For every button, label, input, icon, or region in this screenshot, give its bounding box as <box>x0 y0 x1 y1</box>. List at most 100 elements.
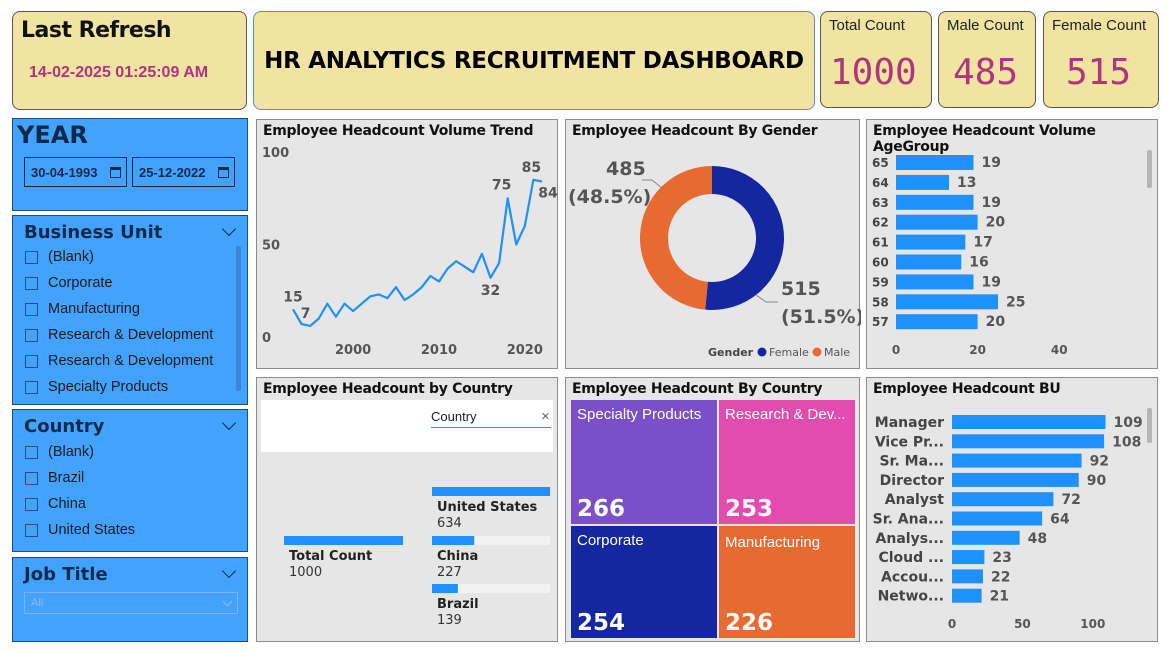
female-value-label: 515 <box>781 278 821 300</box>
category-label: 61 <box>872 236 889 250</box>
category-label: Netwo... <box>878 589 944 605</box>
category-label: Director <box>880 473 944 489</box>
y-tick-label: 100 <box>262 146 289 161</box>
trend-chart-panel: Employee Headcount Volume Trend 100 50 0 20… <box>256 119 558 369</box>
chevron-down-icon[interactable] <box>221 221 237 237</box>
data-label: 19 <box>982 195 1001 211</box>
bar <box>952 530 1020 545</box>
country-slicer: Country (Blank) Brazil China United Stat… <box>12 409 248 552</box>
trend-line <box>292 178 543 327</box>
year-end-date-input[interactable]: 25-12-2022 <box>132 157 235 187</box>
business-unit-scrollbar[interactable] <box>236 246 241 391</box>
checkbox[interactable] <box>25 445 38 459</box>
business-unit-item[interactable]: Specialty Products <box>25 374 235 400</box>
data-label: 20 <box>986 314 1006 330</box>
bar <box>952 434 1105 449</box>
bu-chart-panel: Employee Headcount BU Manager 109 Vice Pr.… <box>866 377 1158 642</box>
checkbox[interactable] <box>25 250 38 264</box>
year-start-date-value: 30-04-1993 <box>31 164 98 180</box>
x-tick-label: 2010 <box>421 343 457 358</box>
business-unit-title: Business Unit <box>24 222 163 243</box>
y-tick-label: 50 <box>262 239 280 254</box>
treemap-cell-corporate[interactable]: Corporate 254 <box>571 526 717 638</box>
checkbox[interactable] <box>25 471 38 485</box>
country-field-input[interactable]: Country <box>431 408 551 428</box>
chevron-down-icon[interactable] <box>221 415 237 431</box>
x-tick-label: 0 <box>892 343 900 357</box>
country-item[interactable]: Brazil <box>25 465 235 491</box>
data-label: 64 <box>1050 512 1070 528</box>
treemap-cell-value: 226 <box>725 610 774 636</box>
business-unit-slicer: Business Unit (Blank) Corporate Manufact… <box>12 215 248 405</box>
node-bar <box>432 487 550 496</box>
gender-chart-panel: Employee Headcount By Gender 515 (51.5%) 4… <box>565 119 861 369</box>
root-bar <box>284 536 403 545</box>
checkbox[interactable] <box>25 354 38 368</box>
year-start-date-input[interactable]: 30-04-1993 <box>24 157 127 187</box>
business-unit-item-label: Research & Development <box>48 327 214 343</box>
data-label: 108 <box>1112 434 1141 450</box>
checkbox[interactable] <box>25 523 38 537</box>
bar <box>952 511 1043 526</box>
category-label: 65 <box>872 156 889 170</box>
trend-chart-title: Employee Headcount Volume Trend <box>263 123 534 139</box>
y-tick-label: 0 <box>262 331 271 346</box>
age-chart-scrollbar[interactable] <box>1147 150 1152 188</box>
country-tree-panel: Employee Headcount by Country Country × … <box>256 377 558 642</box>
bar <box>896 254 962 270</box>
country-item[interactable]: (Blank) <box>25 439 235 465</box>
treemap-cell-research-development[interactable]: Research & Dev... 253 <box>719 400 855 524</box>
chevron-down-icon[interactable] <box>221 563 237 579</box>
country-tree-title: Employee Headcount by Country <box>263 381 513 397</box>
calendar-icon[interactable] <box>110 166 121 178</box>
male-count-label: Male Count <box>947 17 1024 34</box>
total-count-label: Total Count <box>829 17 905 34</box>
treemap-cell-manufacturing[interactable]: Manufacturing 226 <box>719 526 855 638</box>
bar <box>952 453 1082 468</box>
checkbox[interactable] <box>25 328 38 342</box>
business-unit-item[interactable]: Manufacturing <box>25 296 235 322</box>
bar <box>952 415 1106 429</box>
close-icon[interactable]: × <box>541 408 550 425</box>
bar <box>896 314 978 330</box>
x-tick-label: 40 <box>1051 343 1068 357</box>
category-label: Vice Pr... <box>875 434 944 450</box>
country-item[interactable]: China <box>25 491 235 517</box>
business-unit-item[interactable]: Research & Development <box>25 322 235 348</box>
checkbox[interactable] <box>25 497 38 511</box>
node-label: China <box>437 549 478 564</box>
data-label: 17 <box>973 235 992 251</box>
checkbox[interactable] <box>25 276 38 290</box>
data-label: 92 <box>1090 454 1109 470</box>
bar <box>952 569 983 584</box>
treemap-cell-value: 254 <box>577 610 626 636</box>
country-tree-filter-area: Country × <box>261 400 553 452</box>
bar <box>952 550 985 565</box>
female-count-value: 515 <box>1066 52 1132 93</box>
checkbox[interactable] <box>25 302 38 316</box>
business-unit-item[interactable]: (Blank) <box>25 244 235 270</box>
category-label: 60 <box>872 256 889 270</box>
chevron-down-icon[interactable] <box>222 596 233 607</box>
checkbox[interactable] <box>25 380 38 394</box>
category-label: Manager <box>875 415 944 431</box>
treemap-cell-value: 266 <box>577 496 626 522</box>
calendar-icon[interactable] <box>218 166 229 178</box>
country-field-input-text: Country <box>431 409 477 424</box>
job-title-dropdown[interactable]: All <box>24 592 238 614</box>
bu-chart-scrollbar[interactable] <box>1147 408 1152 443</box>
category-label: 63 <box>872 196 889 210</box>
age-chart-title: Employee Headcount Volume AgeGroup <box>873 123 1096 155</box>
treemap-cell-specialty-products[interactable]: Specialty Products 266 <box>571 400 717 524</box>
job-title-slicer: Job Title All <box>12 557 248 642</box>
x-tick-label: 2000 <box>335 343 371 358</box>
business-unit-item[interactable]: Research & Development <box>25 348 235 374</box>
year-slicer: YEAR 30-04-1993 25-12-2022 <box>12 118 248 211</box>
country-item[interactable]: United States <box>25 517 235 543</box>
category-label: Sr. Ana... <box>873 512 944 528</box>
data-label: 85 <box>522 160 541 176</box>
male-percent-label: (48.5%) <box>568 186 651 208</box>
business-unit-item-label: Corporate <box>48 275 113 291</box>
business-unit-item[interactable]: Corporate <box>25 270 235 296</box>
